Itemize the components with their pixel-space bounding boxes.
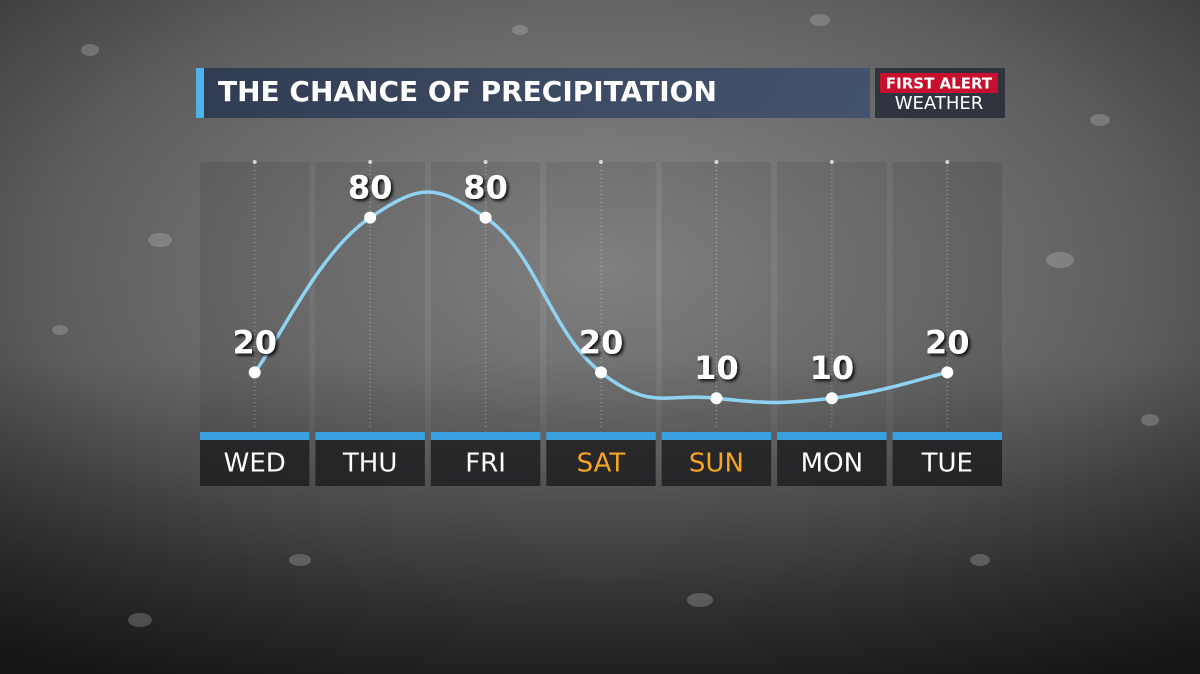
column-guide-dot (945, 160, 950, 164)
point (248, 366, 261, 379)
value-label: 20 (579, 323, 624, 361)
x-tick-label: TUE (921, 449, 973, 479)
column (892, 162, 1002, 432)
day-box (661, 440, 772, 486)
value-label: 10 (694, 349, 739, 387)
value-label: 10 (810, 349, 855, 387)
background-shade (0, 360, 1200, 674)
column (661, 162, 772, 432)
column (200, 162, 310, 432)
value-label: 20 (925, 323, 970, 361)
x-tick-label: SAT (577, 449, 626, 479)
line (253, 190, 948, 405)
title-bar (196, 68, 870, 118)
value-label: 80 (463, 169, 508, 207)
title-accent (196, 68, 204, 118)
column-guide-dot (829, 160, 834, 164)
value-label: 20 (232, 323, 277, 361)
x-tick-label: FRI (465, 449, 506, 479)
x-tick-label: MON (801, 449, 863, 479)
day-box (777, 440, 887, 486)
logo-red (880, 73, 998, 93)
point (941, 366, 954, 379)
day-accent (661, 432, 772, 440)
day-accent (430, 432, 541, 440)
day-box (430, 440, 541, 486)
column-guide-dot (483, 160, 488, 164)
point (825, 392, 838, 405)
column-guide-dot (599, 160, 603, 164)
column (430, 162, 541, 432)
day-accent (200, 432, 310, 440)
logo-top: FIRST ALERT (886, 75, 993, 93)
value-label: 80 (348, 169, 393, 207)
chart-title: THE CHANCE OF PRECIPITATION (218, 75, 717, 108)
column-guide-dot (368, 160, 373, 164)
day-accent (892, 432, 1002, 440)
day-accent (546, 432, 656, 440)
day-box (200, 440, 310, 486)
column (546, 162, 656, 432)
day-accent (777, 432, 887, 440)
point (479, 211, 492, 224)
point (595, 366, 607, 379)
x-tick-label: SUN (689, 449, 744, 479)
column-guide-dot (252, 160, 257, 164)
plot: WED THU FRI SAT SUN MON TUE 20 80 80 20 10 10 20 (200, 160, 1002, 486)
x-tick-label: WED (224, 449, 286, 479)
rain-drops (52, 14, 1159, 627)
point (364, 211, 377, 224)
column-guide-dot (714, 160, 719, 164)
point (710, 392, 723, 405)
day-box (315, 440, 425, 486)
day-box (546, 440, 656, 486)
day-accent (315, 432, 425, 440)
x-tick-label: THU (342, 449, 397, 479)
column (315, 162, 425, 432)
day-box (892, 440, 1002, 486)
column (777, 162, 887, 432)
logo-bottom: WEATHER (895, 93, 984, 114)
